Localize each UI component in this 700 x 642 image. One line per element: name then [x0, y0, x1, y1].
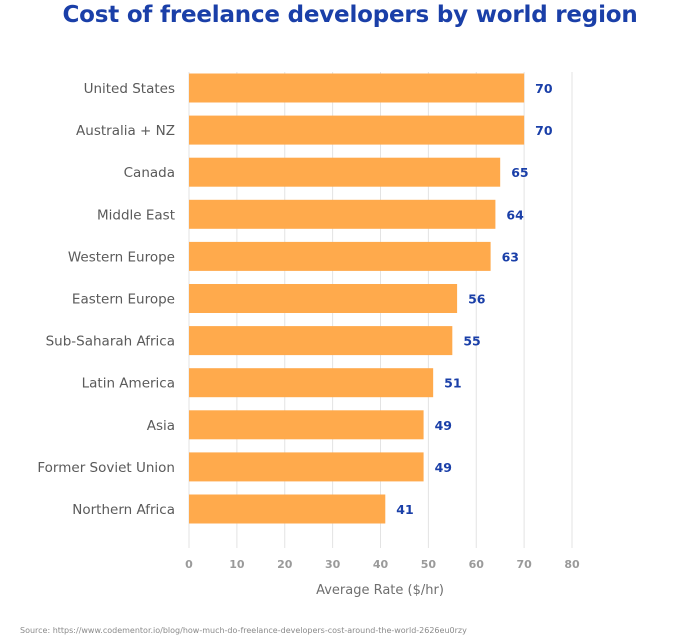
value-label-asia: 49: [435, 418, 452, 433]
bar-asia: [189, 410, 424, 440]
value-label-western-europe: 63: [502, 249, 519, 264]
x-tick-label-20: 20: [277, 558, 293, 571]
x-tick-label-10: 10: [229, 558, 245, 571]
category-label-canada: Canada: [124, 165, 175, 181]
bar-western-europe: [189, 241, 491, 271]
bars: [189, 73, 525, 524]
value-label-eastern-europe: 56: [468, 292, 486, 307]
bar-sub-saharah-africa: [189, 326, 453, 356]
category-label-asia: Asia: [147, 418, 175, 434]
value-label-former-soviet-union: 49: [435, 460, 452, 475]
value-label-middle-east: 64: [506, 207, 524, 222]
bar-australia-nz: [189, 115, 525, 145]
category-label-united-states: United States: [84, 81, 175, 97]
bar-chart: United States Australia + NZ Canada Middle …: [37, 72, 580, 598]
category-label-former-soviet-union: Former Soviet Union: [37, 460, 175, 476]
x-tick-label-60: 60: [469, 558, 485, 571]
x-tick-label-30: 30: [325, 558, 341, 571]
category-label-middle-east: Middle East: [97, 207, 175, 223]
x-tick-labels: 0 10 20 30 40 50 60 70 80: [185, 558, 580, 571]
x-tick-label-0: 0: [185, 558, 193, 571]
bar-middle-east: [189, 199, 496, 229]
value-label-united-states: 70: [535, 81, 553, 96]
category-labels: United States Australia + NZ Canada Middle …: [37, 81, 175, 518]
category-label-latin-america: Latin America: [82, 376, 175, 392]
bar-united-states: [189, 73, 525, 103]
category-label-western-europe: Western Europe: [68, 249, 175, 265]
source-note: Source: https://www.codementor.io/blog/h…: [20, 626, 467, 635]
category-label-sub-saharah-africa: Sub-Saharah Africa: [46, 334, 175, 350]
bar-canada: [189, 157, 501, 187]
x-axis-label: Average Rate ($/hr): [316, 583, 444, 598]
bar-latin-america: [189, 368, 434, 398]
value-label-australia-nz: 70: [535, 123, 553, 138]
value-label-sub-saharah-africa: 55: [463, 334, 480, 349]
value-label-northern-africa: 41: [396, 502, 413, 517]
category-label-eastern-europe: Eastern Europe: [72, 292, 175, 308]
value-labels: 70 70 65 64 63 56 55 51 49 49 41: [396, 81, 553, 517]
x-tick-label-50: 50: [421, 558, 437, 571]
x-tick-label-80: 80: [564, 558, 580, 571]
value-label-latin-america: 51: [444, 376, 461, 391]
category-label-australia-nz: Australia + NZ: [76, 123, 175, 139]
category-label-northern-africa: Northern Africa: [72, 502, 175, 518]
bar-former-soviet-union: [189, 452, 424, 482]
x-tick-label-40: 40: [373, 558, 389, 571]
bar-northern-africa: [189, 494, 386, 524]
chart-title: Cost of freelance developers by world re…: [62, 2, 638, 28]
value-label-canada: 65: [511, 165, 528, 180]
bar-eastern-europe: [189, 284, 458, 313]
x-tick-label-70: 70: [516, 558, 532, 571]
